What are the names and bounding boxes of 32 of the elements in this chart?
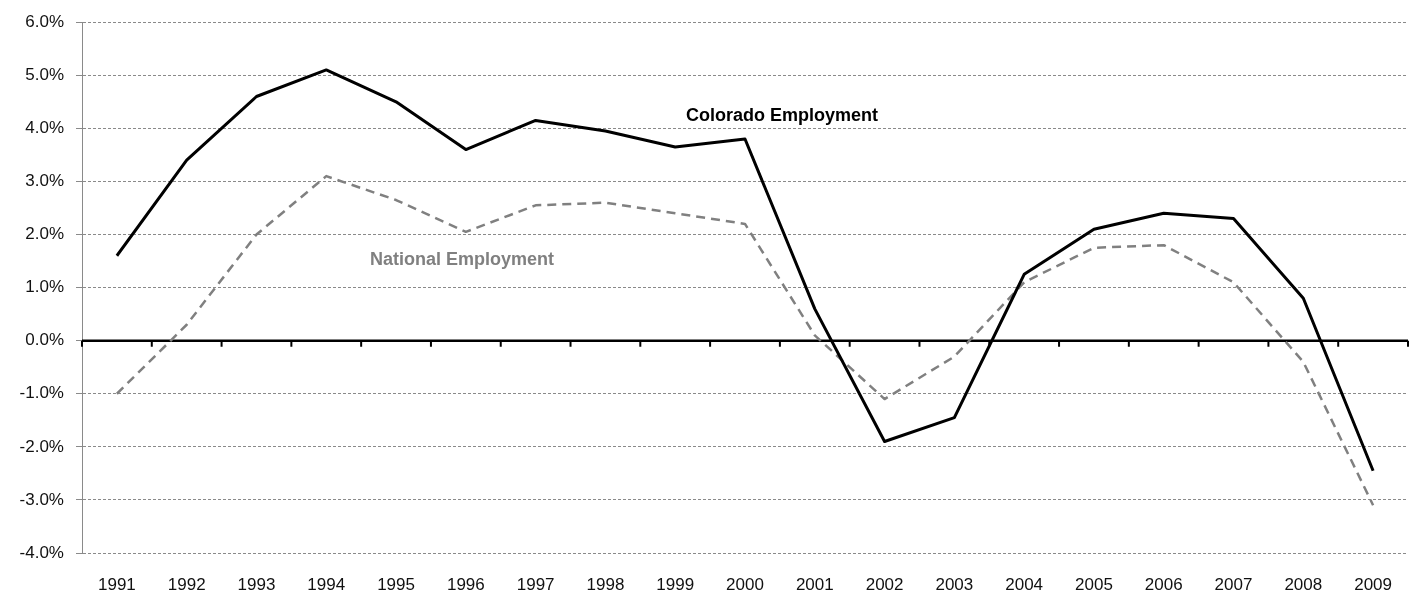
x-tick-label: 1998: [586, 574, 625, 594]
x-tick-label: 1992: [167, 574, 206, 594]
x-tick-label: 2003: [935, 574, 974, 594]
y-tick-label: 1.0%: [25, 277, 64, 297]
x-tick-label: 2004: [1005, 574, 1044, 594]
x-tick-label: 2005: [1075, 574, 1113, 594]
x-tick-label: 2007: [1214, 574, 1253, 594]
y-tick-label: -2.0%: [19, 436, 64, 456]
series-label: National Employment: [370, 249, 555, 270]
y-tick-label: -3.0%: [19, 489, 64, 509]
x-tick-label: 1997: [516, 574, 555, 594]
x-tick-label: 2009: [1354, 574, 1393, 594]
x-tick-label: 1996: [446, 574, 485, 594]
y-tick-label: 4.0%: [25, 118, 64, 138]
y-tick-label: 5.0%: [25, 64, 64, 84]
x-tick-label: 2002: [865, 574, 904, 594]
y-tick-label: 2.0%: [25, 224, 64, 244]
x-tick-label: 1999: [656, 574, 695, 594]
y-tick-label: -4.0%: [19, 542, 64, 562]
x-tick-label: 1995: [377, 574, 415, 594]
x-tick-label: 2001: [795, 574, 834, 594]
x-tick-label: 1991: [97, 574, 136, 594]
y-tick-label: -1.0%: [19, 383, 64, 403]
series-label: Colorado Employment: [685, 105, 879, 126]
y-tick-label: 3.0%: [25, 171, 64, 191]
x-tick-label: 2008: [1284, 574, 1323, 594]
y-tick-label: 6.0%: [25, 11, 64, 31]
x-tick-label: 1994: [307, 574, 346, 594]
y-tick-label: 0.0%: [25, 330, 64, 350]
x-tick-label: 1993: [237, 574, 276, 594]
x-tick-label: 2006: [1144, 574, 1183, 594]
x-tick-label: 2000: [726, 574, 764, 594]
